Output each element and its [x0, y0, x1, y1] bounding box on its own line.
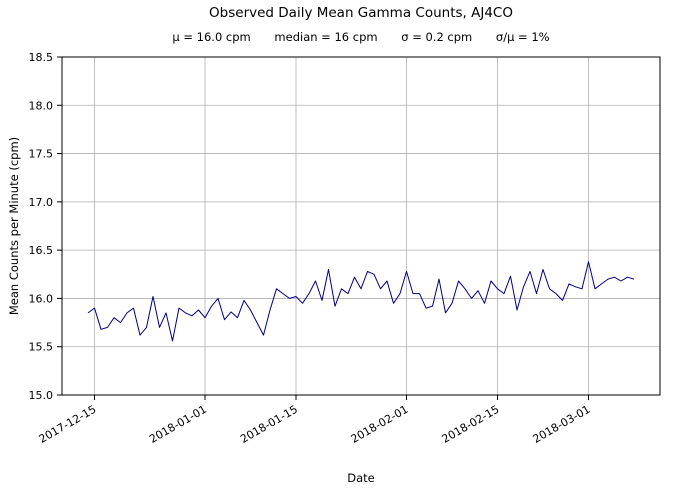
- x-tick-label: 2018-03-01: [531, 403, 593, 446]
- y-tick-label: 15.0: [29, 389, 54, 402]
- x-axis-label: Date: [347, 471, 375, 485]
- x-tick-label: 2018-01-15: [238, 403, 300, 446]
- y-tick-label: 16.0: [29, 292, 54, 305]
- y-tick-label: 15.5: [29, 341, 54, 354]
- gamma-counts-line: [87, 261, 635, 342]
- axes-frame: [61, 56, 661, 396]
- y-axis-label: Mean Counts per Minute (cpm): [7, 136, 21, 316]
- y-tick-label: 17.0: [29, 196, 54, 209]
- stat-sigma-over-mu: σ/μ = 1%: [495, 30, 550, 44]
- stat-sigma: σ = 0.2 cpm: [401, 30, 473, 44]
- stat-mean: μ = 16.0 cpm: [172, 30, 251, 44]
- x-tick-label: 2017-12-15: [37, 403, 99, 446]
- y-tick-label: 18.0: [29, 99, 54, 112]
- y-tick-label: 17.5: [29, 148, 54, 161]
- stat-median: median = 16 cpm: [274, 30, 378, 44]
- chart-stats-line: μ = 16.0 cpm median = 16 cpm σ = 0.2 cpm…: [62, 30, 660, 44]
- x-tick-label: 2018-02-01: [349, 403, 411, 446]
- y-tick-label: 18.5: [29, 51, 54, 64]
- chart-title: Observed Daily Mean Gamma Counts, AJ4CO: [209, 5, 513, 21]
- y-tick-label: 16.5: [29, 244, 54, 257]
- x-tick-label: 2018-02-15: [440, 403, 502, 446]
- x-tick-label: 2018-01-01: [147, 403, 209, 446]
